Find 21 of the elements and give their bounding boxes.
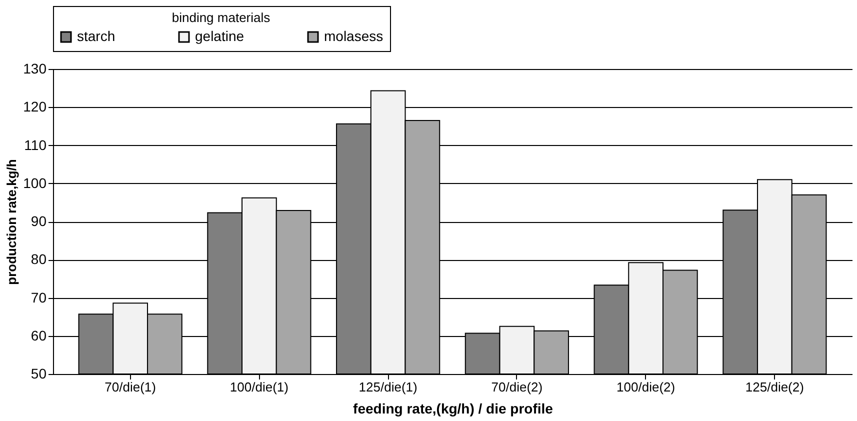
- legend-title: binding materials: [172, 10, 271, 25]
- x-tick-label: 125/die(2): [745, 380, 804, 394]
- y-tick-label: 120: [23, 98, 47, 115]
- legend-label: molasess: [324, 28, 384, 44]
- x-tick-label: 70/die(1): [104, 380, 156, 394]
- y-tick-label: 50: [30, 366, 47, 382]
- y-tick-label: 80: [30, 251, 47, 268]
- x-tick-label: 100/die(2): [616, 380, 676, 394]
- x-tick-label: 125/die(1): [358, 380, 418, 394]
- y-axis-title: production rate,kg/h: [4, 159, 20, 285]
- y-tick-label: 60: [30, 327, 47, 344]
- x-tick-label: 100/die(1): [230, 380, 288, 394]
- y-tick-label: 90: [30, 213, 47, 229]
- y-tick-label: 130: [23, 60, 47, 76]
- y-tick-label: 70: [30, 289, 47, 306]
- y-tick-label: 100: [23, 174, 47, 191]
- x-tick-label: 70/die(2): [491, 380, 543, 394]
- x-axis-title: feeding rate,(kg/h) / die profile: [353, 400, 554, 416]
- legend-label: starch: [77, 28, 116, 44]
- y-tick-label: 110: [24, 136, 47, 153]
- legend-label: gelatine: [195, 28, 244, 44]
